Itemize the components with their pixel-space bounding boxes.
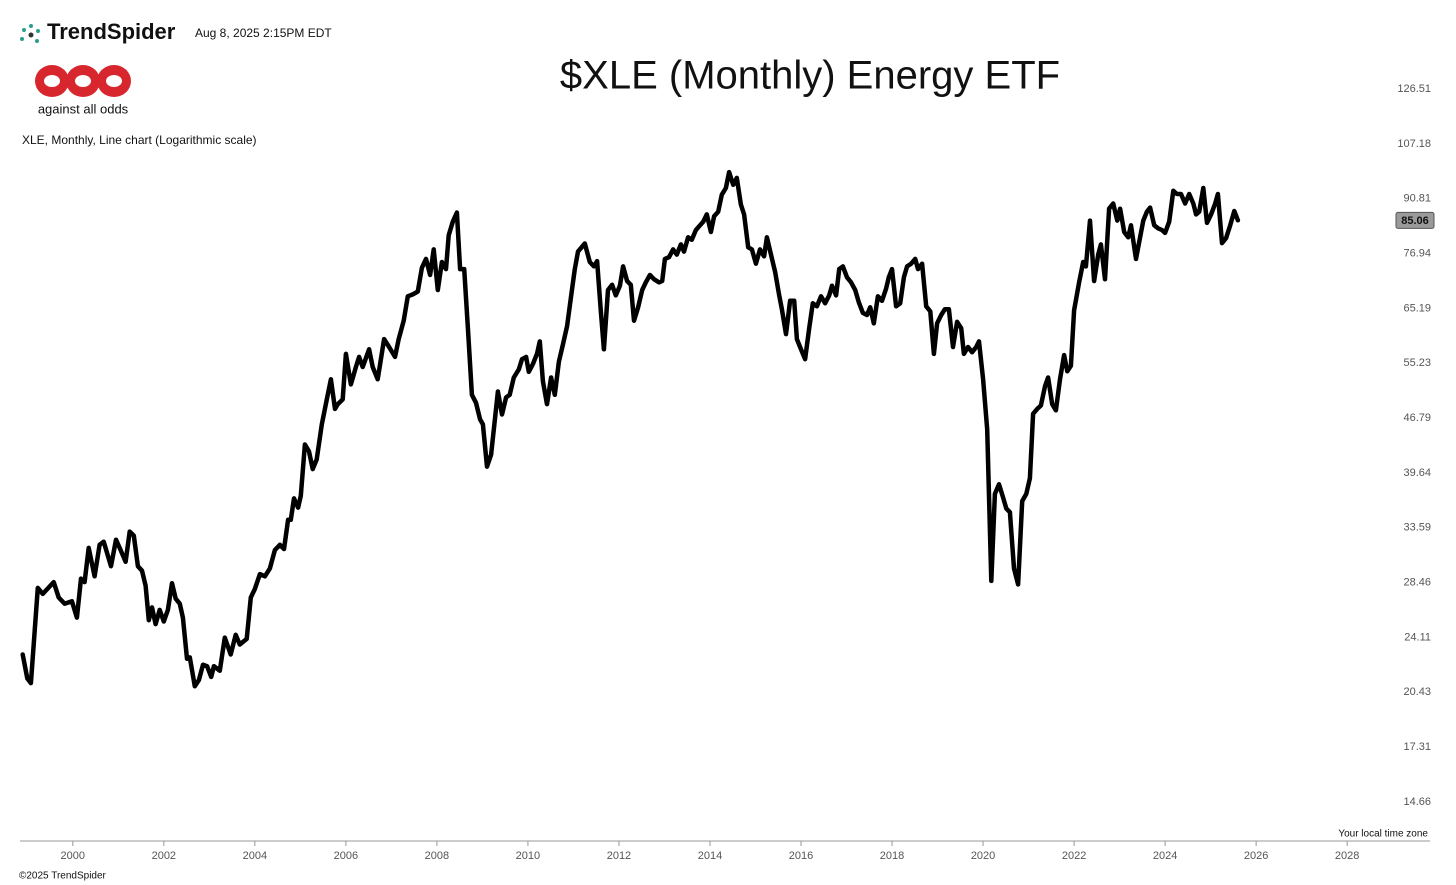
x-tick-label: 2024 [1153,850,1177,862]
brand: TrendSpider [47,19,176,44]
aao-logo [35,65,131,97]
price-line [20,169,1241,689]
timezone-note: Your local time zone [1338,829,1428,840]
logo-caption: against all odds [38,101,129,116]
last-value-label: 85.06 [1401,215,1429,227]
y-tick-label: 24.11 [1404,631,1431,643]
x-tick-label: 2012 [607,850,631,862]
x-tick-label: 2008 [425,850,449,862]
y-tick-label: 17.31 [1403,741,1431,753]
x-tick-label: 2016 [789,850,813,862]
y-tick-label: 126.51 [1397,83,1431,95]
x-tick-label: 2004 [243,850,267,862]
y-tick-label: 20.43 [1403,686,1431,698]
y-tick-label: 76.94 [1403,247,1431,259]
x-tick-label: 2026 [1244,850,1268,862]
last-value-box [1395,211,1435,229]
timestamp: Aug 8, 2025 2:15PM EDT [195,26,332,40]
y-tick-label: 14.66 [1403,796,1431,808]
x-tick-label: 2006 [334,850,358,862]
y-tick-label: 90.81 [1403,193,1431,205]
trendspider-icon [20,24,40,43]
y-tick-label: 33.59 [1403,522,1431,534]
y-tick-label: 107.18 [1397,138,1431,150]
x-tick-label: 2010 [516,850,540,862]
chart-subtitle: XLE, Monthly, Line chart (Logarithmic sc… [22,133,257,147]
y-tick-label: 55.23 [1403,357,1431,369]
y-tick-label: 65.19 [1403,302,1431,314]
y-tick-label: 46.79 [1403,412,1431,424]
copyright: ©2025 TrendSpider [19,871,107,882]
x-tick-label: 2022 [1062,850,1086,862]
chart-title: $XLE (Monthly) Energy ETF [560,54,1060,98]
x-tick-label: 2020 [971,850,995,862]
y-tick-label: 39.64 [1403,467,1431,479]
x-tick-label: 2028 [1335,850,1359,862]
x-tick-label: 2018 [880,850,904,862]
y-tick-label: 28.46 [1403,576,1431,588]
x-tick-label: 2014 [698,850,722,862]
x-tick-label: 2002 [152,850,176,862]
x-tick-label: 2000 [61,850,85,862]
